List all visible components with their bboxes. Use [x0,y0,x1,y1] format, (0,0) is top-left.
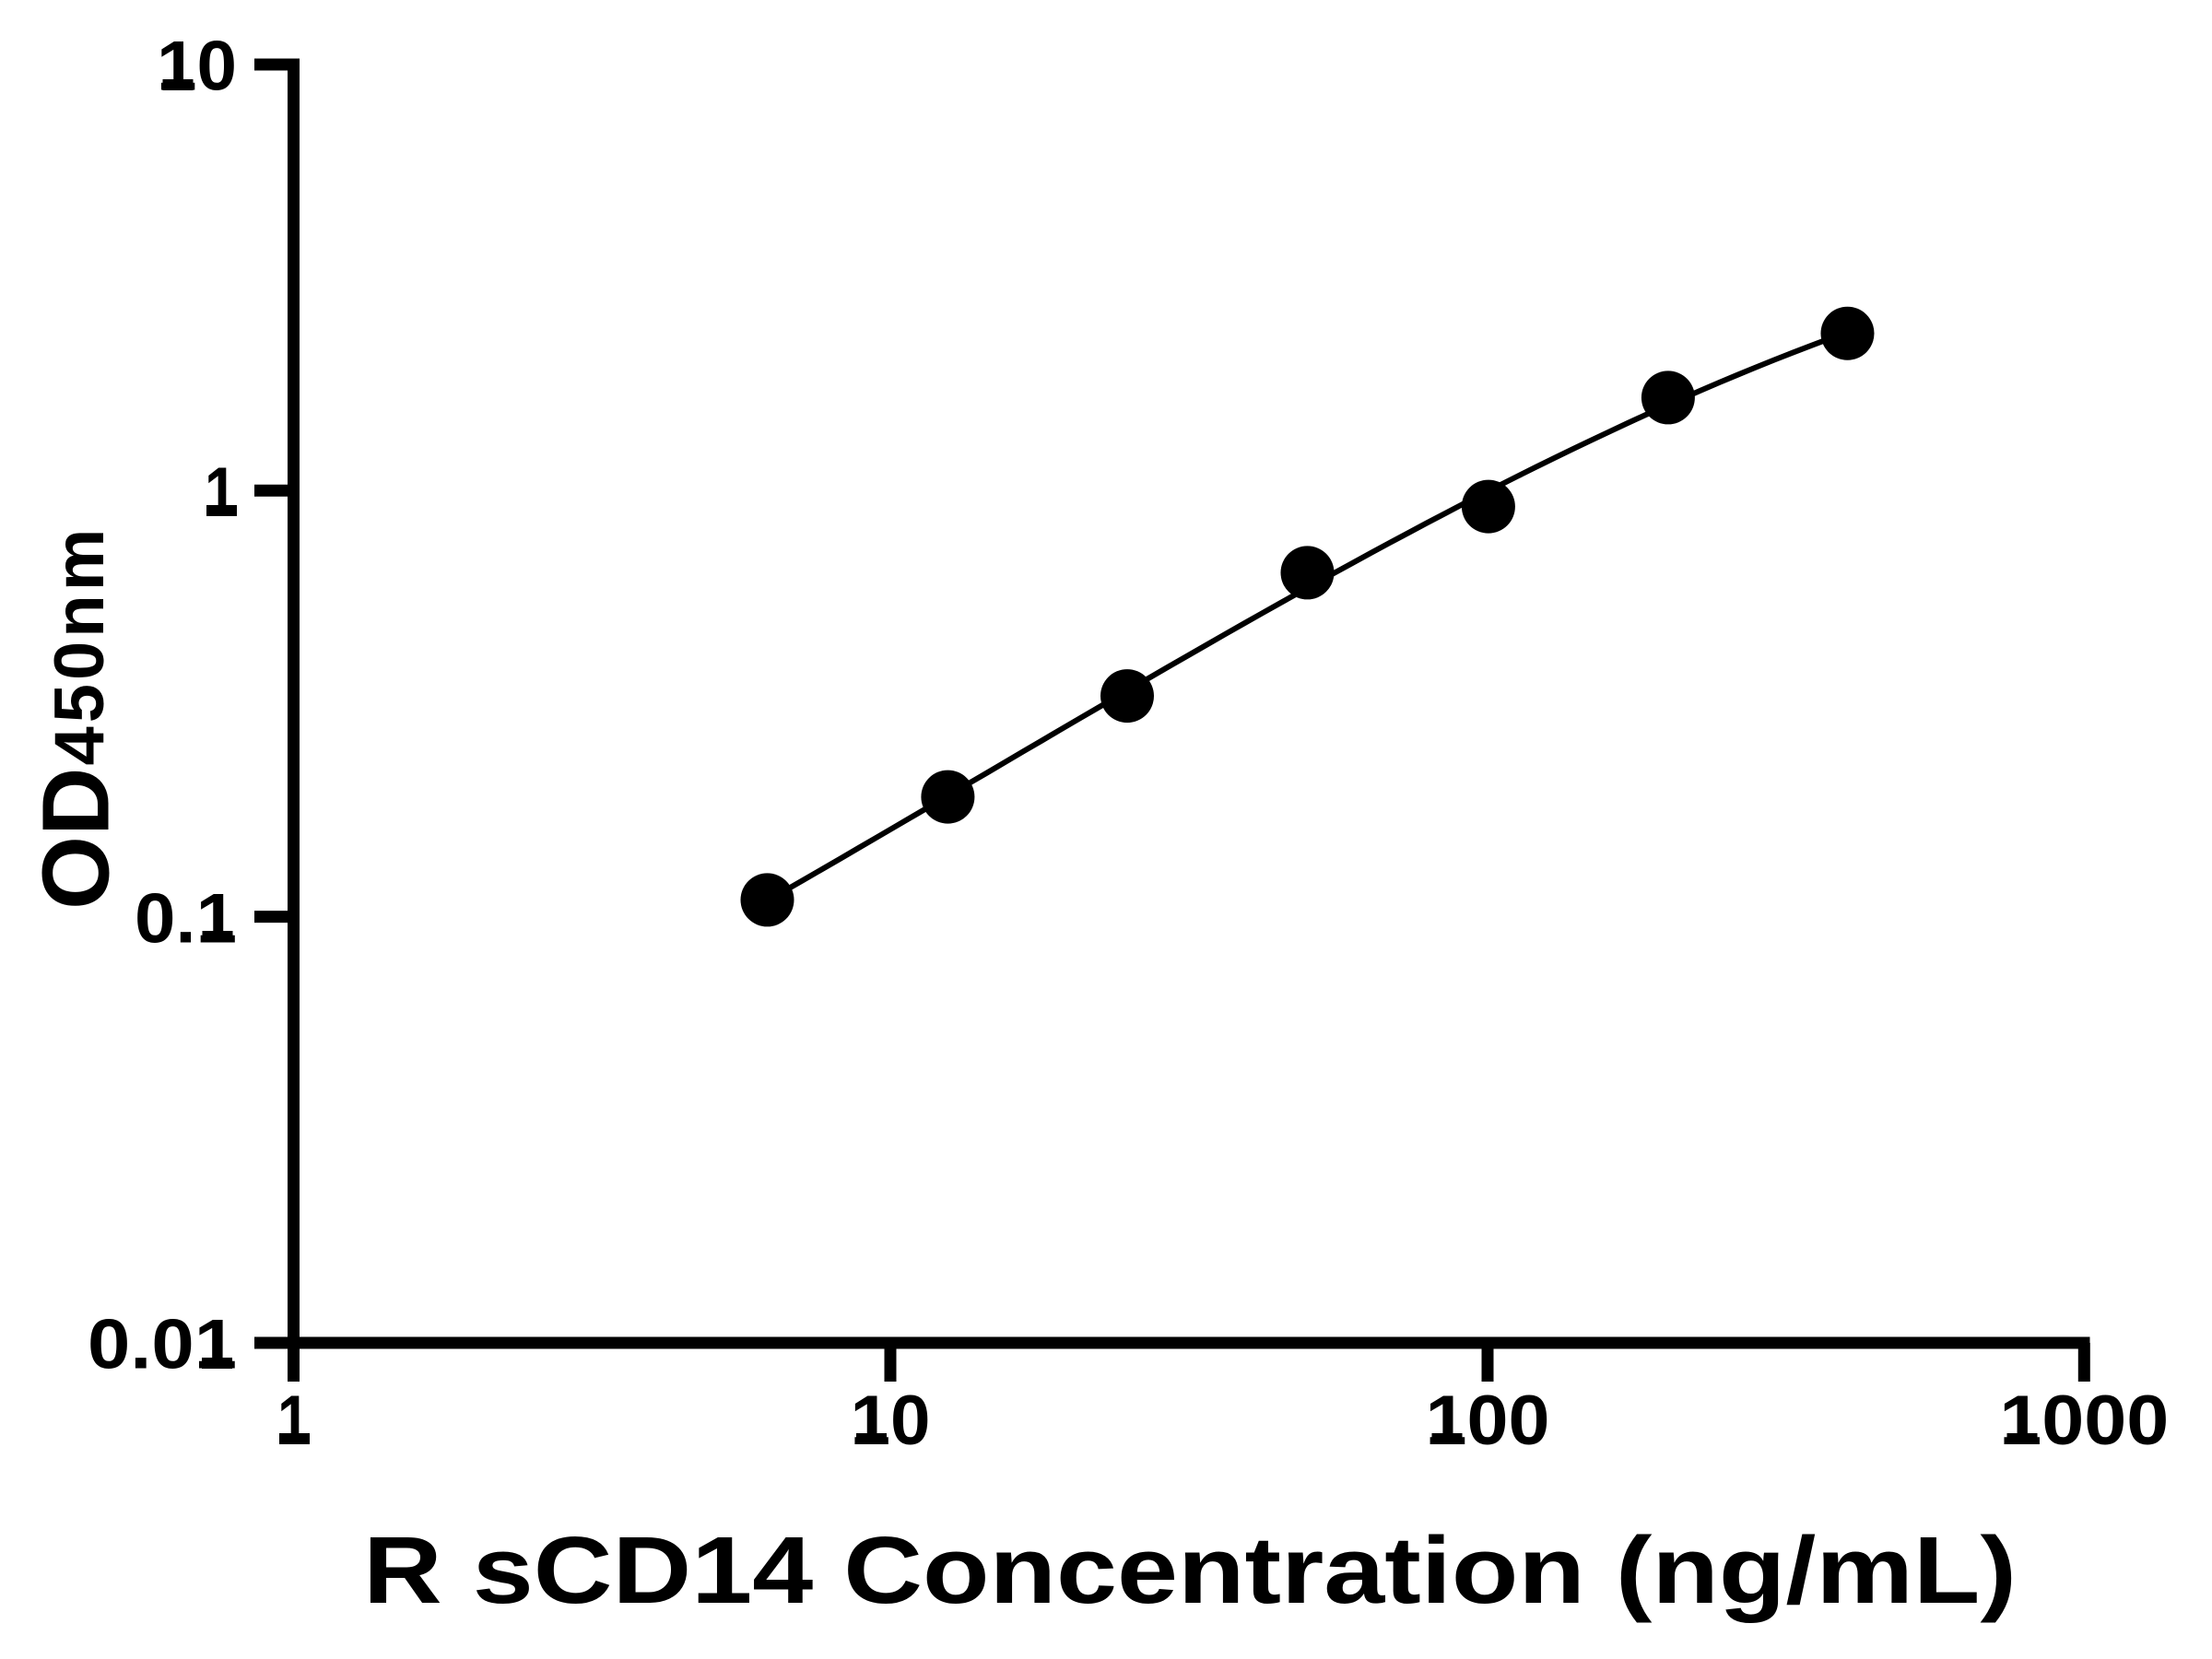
svg-text:100: 100 [1426,1382,1550,1460]
svg-text:R sCD14 Concentration (ng/mL): R sCD14 Concentration (ng/mL) [363,1517,2017,1623]
svg-text:0.1: 0.1 [135,879,237,958]
svg-text:10: 10 [851,1382,931,1460]
svg-text:OD450nm: OD450nm [23,525,129,910]
svg-text:1000: 1000 [1999,1382,2169,1460]
svg-text:1: 1 [205,453,237,532]
svg-text:10: 10 [157,28,237,106]
svg-text:1: 1 [277,1382,310,1460]
svg-text:0.01: 0.01 [88,1306,237,1384]
